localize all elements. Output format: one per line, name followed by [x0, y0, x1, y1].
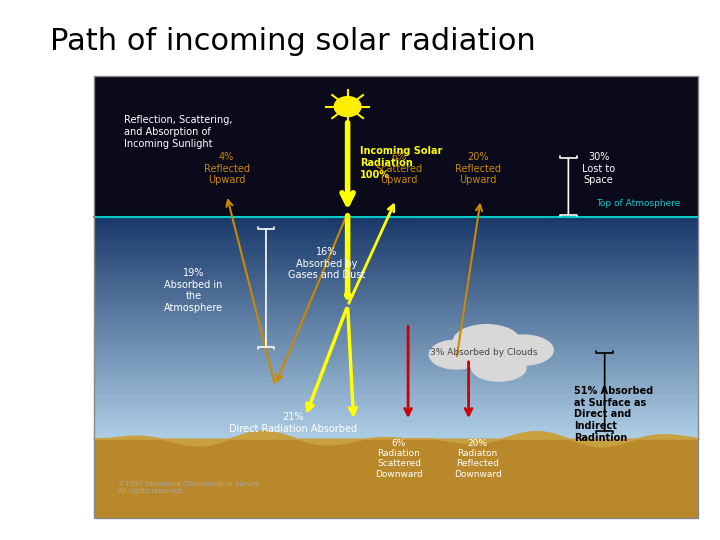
Bar	[94, 416, 698, 422]
Bar	[94, 388, 698, 394]
Circle shape	[334, 97, 361, 117]
Text: 4%
Reflected
Upward: 4% Reflected Upward	[204, 152, 250, 185]
Ellipse shape	[472, 355, 526, 381]
Text: 19%
Absorbed in
the
Atmosphere: 19% Absorbed in the Atmosphere	[164, 268, 223, 313]
Bar	[94, 255, 698, 261]
Bar	[94, 405, 698, 411]
Bar	[94, 233, 698, 239]
Bar	[94, 245, 698, 251]
Bar	[94, 250, 698, 256]
Text: ©1997 Oklahoma Climatological Survey.
All rights reserved.: ©1997 Oklahoma Climatological Survey. Al…	[118, 481, 260, 494]
Bar	[94, 361, 698, 367]
Bar	[94, 339, 698, 345]
Text: Top of Atmosphere: Top of Atmosphere	[596, 199, 680, 208]
Bar	[94, 433, 698, 438]
Bar	[94, 372, 698, 378]
Bar	[94, 267, 698, 273]
Bar	[94, 327, 698, 334]
Text: 3% Absorbed by Clouds: 3% Absorbed by Clouds	[430, 348, 537, 357]
Bar	[94, 377, 698, 383]
Text: Incoming Solar
Radiation
100%: Incoming Solar Radiation 100%	[360, 146, 442, 180]
Text: 6%
Radiation
Scattered
Downward: 6% Radiation Scattered Downward	[375, 438, 423, 479]
Bar	[94, 305, 698, 312]
Bar	[94, 228, 698, 234]
Bar	[94, 438, 698, 518]
Bar	[94, 239, 698, 245]
Bar	[94, 366, 698, 372]
Bar	[94, 383, 698, 389]
Text: 16%
Absorbed by
Gases and Dust: 16% Absorbed by Gases and Dust	[288, 247, 365, 280]
Ellipse shape	[454, 325, 520, 358]
Bar	[94, 76, 698, 518]
Bar	[94, 76, 698, 217]
Bar	[94, 316, 698, 322]
Ellipse shape	[429, 340, 484, 369]
Bar	[94, 289, 698, 295]
Text: 20%
Reflected
Upward: 20% Reflected Upward	[454, 152, 500, 185]
Text: 21%
Direct Radiation Absorbed: 21% Direct Radiation Absorbed	[229, 413, 357, 434]
Text: 51% Absorbed
at Surface as
Direct and
Indirect
Radintion: 51% Absorbed at Surface as Direct and In…	[575, 386, 654, 443]
Ellipse shape	[492, 335, 553, 365]
Bar	[94, 322, 698, 328]
Bar	[94, 272, 698, 278]
Text: 6%
Scattered
Upward: 6% Scattered Upward	[375, 152, 423, 185]
Bar	[94, 311, 698, 317]
Bar	[94, 410, 698, 416]
Bar	[94, 394, 698, 400]
Bar	[94, 294, 698, 300]
Text: Path of incoming solar radiation: Path of incoming solar radiation	[50, 27, 536, 56]
Bar	[94, 422, 698, 428]
Text: 30%
Lost to
Space: 30% Lost to Space	[582, 152, 615, 185]
Bar	[94, 400, 698, 406]
Bar	[94, 222, 698, 228]
Text: Reflection, Scattering,
and Absorption of
Incoming Sunlight: Reflection, Scattering, and Absorption o…	[124, 116, 233, 148]
Bar	[94, 344, 698, 350]
Bar	[94, 278, 698, 284]
Bar	[94, 427, 698, 433]
Bar	[94, 283, 698, 289]
Text: 20%
Radiaton
Reflected
Downward: 20% Radiaton Reflected Downward	[454, 438, 502, 479]
Bar	[94, 300, 698, 306]
Bar	[94, 355, 698, 361]
Bar	[94, 333, 698, 339]
Bar	[94, 349, 698, 356]
Bar	[94, 261, 698, 267]
Bar	[94, 217, 698, 223]
